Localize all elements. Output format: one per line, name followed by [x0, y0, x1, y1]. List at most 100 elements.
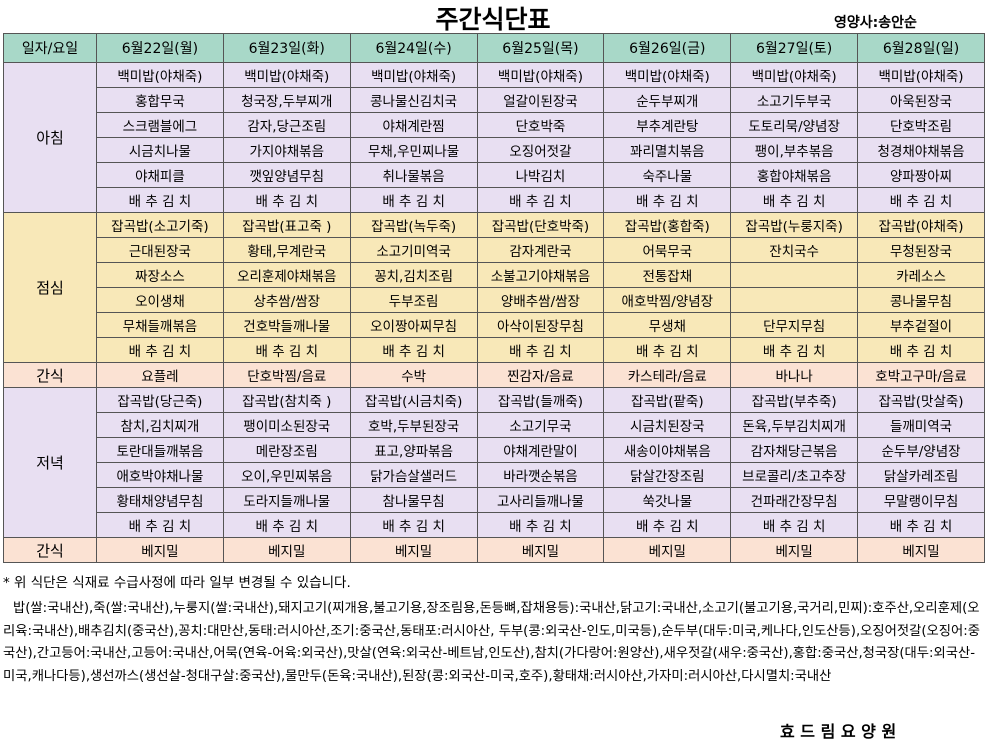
menu-item: 배 추 김 치: [476, 187, 605, 213]
menu-item: 배 추 김 치: [857, 512, 985, 538]
menu-row: 시금치나물 가지야채볶음 무채,우민찌나물 오징어젓갈 꽈리멸치볶음 팽이,부추볶음 청경채…: [4, 137, 985, 163]
menu-item: 배 추 김 치: [730, 512, 859, 538]
menu-item: 무청된장국: [857, 237, 985, 263]
meal-label: 간식: [3, 362, 97, 388]
menu-item: 잡곡밥(단호박죽): [476, 212, 605, 238]
menu-item: 건파래간장무침: [730, 487, 859, 513]
menu-item: 새송이야채볶음: [603, 437, 732, 463]
menu-item: 야채피클: [96, 162, 224, 188]
menu-item: 콩나물신김치국: [349, 87, 478, 113]
menu-item: 소불고기야채볶음: [476, 262, 605, 288]
menu-item: 백미밥(야채죽): [857, 62, 985, 88]
menu-item: 배 추 김 치: [857, 187, 985, 213]
menu-row: 오이생채 상추쌈/쌈장 두부조림 양배추쌈/쌈장 애호박찜/양념장 콩나물무침: [4, 287, 985, 313]
menu-item: 오징어젓갈: [476, 137, 605, 163]
menu-item: 배 추 김 치: [476, 512, 605, 538]
menu-item: 양배추쌈/쌈장: [476, 287, 605, 313]
menu-item: 배 추 김 치: [222, 187, 351, 213]
menu-item: 배 추 김 치: [603, 512, 732, 538]
menu-item: 청경채야채볶음: [857, 137, 985, 163]
column-header: 6월23일(화): [222, 33, 351, 63]
column-header: 일자/요일: [3, 33, 97, 63]
menu-item: 배 추 김 치: [476, 337, 605, 363]
menu-item: 단호박죽: [476, 112, 605, 138]
menu-item: 참치,김치찌개: [96, 412, 224, 438]
menu-item: 나박김치: [476, 162, 605, 188]
menu-item: 숙주나물: [603, 162, 732, 188]
menu-item: 잡곡밥(표고죽 ): [222, 212, 351, 238]
menu-item: 잡곡밥(맛살죽): [857, 387, 985, 413]
menu-item: 순두부/양념장: [857, 437, 985, 463]
menu-item: 오이,우민찌볶음: [222, 462, 351, 488]
menu-item: 홍합야채볶음: [730, 162, 859, 188]
menu-item: 소고기미역국: [349, 237, 478, 263]
menu-item: 오이짱아찌무침: [349, 312, 478, 338]
menu-item: 잡곡밥(야채죽): [857, 212, 985, 238]
menu-item: 취나물볶음: [349, 162, 478, 188]
menu-item: 무채,우민찌나물: [349, 137, 478, 163]
menu-item: 잡곡밥(녹두죽): [349, 212, 478, 238]
menu-item: 백미밥(야채죽): [730, 62, 859, 88]
menu-item: 호박,두부된장국: [349, 412, 478, 438]
menu-item: 찐감자/음료: [476, 362, 605, 388]
change-note: * 위 식단은 식재료 수급사정에 따라 일부 변경될 수 있습니다.: [3, 575, 351, 591]
menu-item: 배 추 김 치: [222, 337, 351, 363]
menu-item: 무생채: [603, 312, 732, 338]
menu-item: 베지밀: [222, 537, 351, 563]
menu-item: 소고기무국: [476, 412, 605, 438]
menu-item: 부추겉절이: [857, 312, 985, 338]
menu-row: 스크램블에그 감자,당근조림 야채계란찜 단호박죽 부추계란탕 도토리묵/양념장 단호박조림: [4, 112, 985, 138]
menu-item: 오리훈제야채볶음: [222, 262, 351, 288]
menu-item: 백미밥(야채죽): [96, 62, 224, 88]
menu-item: 배 추 김 치: [349, 187, 478, 213]
menu-item: 베지밀: [349, 537, 478, 563]
menu-item: 스크램블에그: [96, 112, 224, 138]
menu-item: 짜장소스: [96, 262, 224, 288]
menu-item: 황태,무계란국: [222, 237, 351, 263]
menu-item: 아삭이된장무침: [476, 312, 605, 338]
column-header: 6월24일(수): [349, 33, 478, 63]
menu-item: 가지야채볶음: [222, 137, 351, 163]
menu-item: [730, 262, 859, 288]
menu-item: 어묵무국: [603, 237, 732, 263]
menu-item: 참나물무침: [349, 487, 478, 513]
menu-item: 잡곡밥(누룽지죽): [730, 212, 859, 238]
menu-row: 무채들깨볶음 건호박들깨나물 오이짱아찌무침 아삭이된장무침 무생채 단무지무침 부추겉절이: [4, 312, 985, 338]
menu-item: 단무지무침: [730, 312, 859, 338]
menu-item: 단호박조림: [857, 112, 985, 138]
menu-row: 황태채양념무침 도라지들깨나물 참나물무침 고사리들깨나물 쑥갓나물 건파래간장무침 무말랭…: [4, 487, 985, 513]
menu-row: 근대된장국 황태,무계란국 소고기미역국 감자계란국 어묵무국 잔치국수 무청된장국: [4, 237, 985, 263]
menu-item: 도라지들깨나물: [222, 487, 351, 513]
menu-item: 황태채양념무침: [96, 487, 224, 513]
menu-item: 잡곡밥(소고기죽): [96, 212, 224, 238]
menu-item: 감자채당근볶음: [730, 437, 859, 463]
menu-item: 팽이,부추볶음: [730, 137, 859, 163]
menu-item: 브로콜리/초고추장: [730, 462, 859, 488]
menu-item: 상추쌈/쌈장: [222, 287, 351, 313]
dietitian: 영양사:송안순: [834, 15, 917, 31]
menu-item: 베지밀: [603, 537, 732, 563]
menu-item: 닭살간장조림: [603, 462, 732, 488]
menu-row: 저녁 잡곡밥(당근죽) 잡곡밥(참치죽 ) 잡곡밥(시금치죽) 잡곡밥(들깨죽) 잡곡밥(…: [3, 387, 985, 538]
menu-item: 부추계란탕: [603, 112, 732, 138]
menu-item: 돈육,두부김치찌개: [730, 412, 859, 438]
menu-item: 백미밥(야채죽): [476, 62, 605, 88]
menu-item: 잡곡밥(시금치죽): [349, 387, 478, 413]
menu-item: 두부조림: [349, 287, 478, 313]
menu-item: 무말랭이무침: [857, 487, 985, 513]
menu-item: 콩나물무침: [857, 287, 985, 313]
origin-note: 밥(쌀:국내산),죽(쌀:국내산),누룽지(쌀:국내산),돼지고기(찌개용,불고…: [3, 601, 980, 684]
menu-item: 전통잡채: [603, 262, 732, 288]
menu-item: 닭가슴살샐러드: [349, 462, 478, 488]
menu-item: 순두부찌개: [603, 87, 732, 113]
menu-item: 소고기두부국: [730, 87, 859, 113]
menu-item: 양파짱아찌: [857, 162, 985, 188]
column-header: 6월28일(일): [857, 33, 985, 63]
column-header: 6월25일(목): [476, 33, 605, 63]
menu-item: 팽이미소된장국: [222, 412, 351, 438]
menu-item: 배 추 김 치: [96, 187, 224, 213]
